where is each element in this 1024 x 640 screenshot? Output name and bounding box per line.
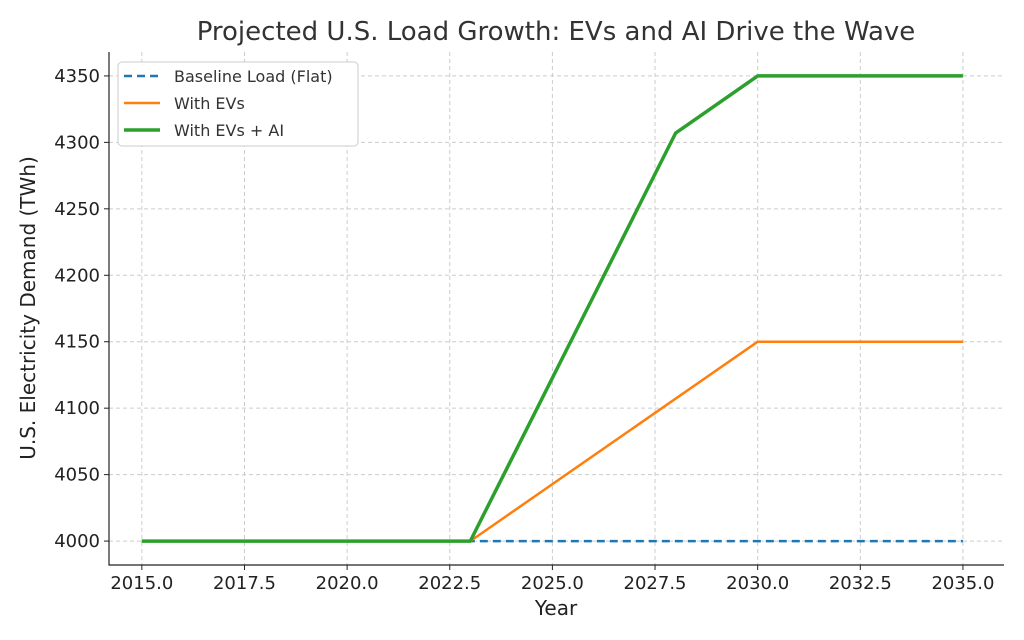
x-tick-label: 2017.5 xyxy=(213,573,276,594)
legend-label-1: Baseline Load (Flat) xyxy=(174,67,333,86)
x-tick-label: 2027.5 xyxy=(624,573,687,594)
x-ticks: 2015.0 2017.5 2020.0 2022.5 2025.0 2027.5 2030… xyxy=(110,565,994,594)
y-axis-label: U.S. Electricity Demand (TWh) xyxy=(16,156,40,460)
y-tick-label: 4050 xyxy=(54,465,100,486)
x-tick-label: 2025.0 xyxy=(521,573,584,594)
x-tick-label: 2035.0 xyxy=(931,573,994,594)
y-tick-label: 4100 xyxy=(54,398,100,419)
series-layer xyxy=(141,74,963,543)
x-tick-label: 2030.0 xyxy=(726,573,789,594)
legend-label-3: With EVs + AI xyxy=(174,121,284,140)
y-tick-label: 4350 xyxy=(54,66,100,87)
y-tick-label: 4000 xyxy=(54,531,100,552)
legend[interactable]: Baseline Load (Flat) With EVs With EVs + A… xyxy=(117,61,359,147)
series-line-3 xyxy=(141,74,963,543)
x-tick-label: 2020.0 xyxy=(316,573,379,594)
y-tick-label: 4250 xyxy=(54,199,100,220)
x-tick-label: 2022.5 xyxy=(418,573,481,594)
y-tick-label: 4150 xyxy=(54,332,100,353)
y-ticks: 4000 4050 4100 4150 4200 4250 4300 4350 xyxy=(54,66,109,552)
x-axis-label: Year xyxy=(534,596,578,620)
axes-spines xyxy=(108,52,1004,566)
y-tick-label: 4200 xyxy=(54,265,100,286)
x-tick-label: 2015.0 xyxy=(110,573,173,594)
legend-label-2: With EVs xyxy=(174,94,245,113)
series-line-2 xyxy=(141,340,963,543)
legend-box xyxy=(117,61,359,147)
y-tick-label: 4300 xyxy=(54,132,100,153)
chart-title: Projected U.S. Load Growth: EVs and AI D… xyxy=(197,17,916,47)
x-tick-label: 2032.5 xyxy=(829,573,892,594)
